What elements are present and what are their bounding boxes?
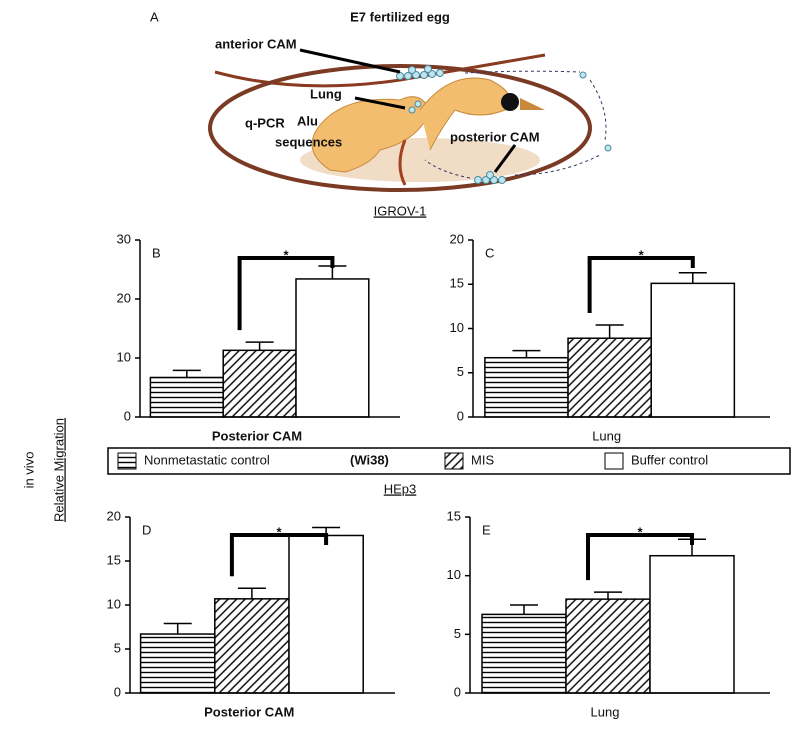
significance-star: *: [283, 247, 289, 262]
bar: [295, 278, 370, 418]
y-tick-label: 0: [457, 408, 464, 423]
significance-bracket: [587, 256, 695, 313]
y-tick-label: 20: [117, 290, 131, 305]
diagram-label: Alu: [297, 113, 318, 128]
y-tick-label: 30: [117, 231, 131, 246]
panel-label: B: [152, 245, 161, 260]
panel-label: A: [150, 9, 159, 24]
significance-star: *: [276, 524, 282, 539]
significance-bracket: [229, 533, 329, 577]
diagram-label: sequences: [275, 134, 342, 149]
diagram-label: anterior CAM: [215, 36, 297, 51]
bar: [650, 282, 736, 418]
panel-label: E: [482, 522, 491, 537]
bar: [149, 376, 224, 418]
diagram-title: E7 fertilized egg: [350, 9, 450, 24]
bar: [649, 554, 735, 694]
y-tick-label: 10: [450, 320, 464, 335]
diagram-label: posterior CAM: [450, 129, 540, 144]
y-tick-label: 0: [114, 684, 121, 699]
y-tick-label: 15: [107, 552, 121, 567]
legend-box: [107, 447, 791, 475]
bar: [214, 598, 290, 694]
group-label: IGROV-1: [374, 203, 427, 218]
y-tick-label: 5: [114, 640, 121, 655]
group-label: HEp3: [384, 481, 417, 496]
legend-label: Buffer control: [631, 452, 708, 467]
panel-label: C: [485, 245, 494, 260]
significance-star: *: [637, 524, 643, 539]
egg-diagram: [208, 48, 612, 192]
y-axis-label: Relative Migration: [51, 418, 66, 522]
bar: [288, 534, 364, 694]
diagram-label: q-PCR: [245, 115, 285, 130]
panel-label: D: [142, 522, 151, 537]
y-tick-label: 5: [457, 364, 464, 379]
legend-swatch: [604, 452, 624, 470]
y-tick-label: 20: [450, 231, 464, 246]
bar: [481, 613, 567, 694]
bar: [567, 337, 652, 418]
x-axis-label: Posterior CAM: [212, 428, 302, 443]
diagram-label: Lung: [310, 86, 342, 101]
y-tick-label: 10: [117, 349, 131, 364]
legend-label: MIS: [471, 452, 494, 467]
x-axis-label: Lung: [592, 428, 621, 443]
y-axis-label: in vivo: [21, 452, 36, 489]
bar: [565, 598, 651, 694]
x-axis-label: Posterior CAM: [204, 704, 294, 719]
y-tick-label: 15: [447, 508, 461, 523]
y-tick-label: 20: [107, 508, 121, 523]
legend-label: Nonmetastatic control: [144, 452, 270, 467]
y-tick-label: 5: [454, 626, 461, 641]
bar: [484, 356, 569, 418]
legend-swatch: [117, 452, 137, 470]
bar: [222, 349, 297, 418]
legend-note: (Wi38): [350, 452, 389, 467]
x-axis-label: Lung: [591, 704, 620, 719]
y-tick-label: 15: [450, 276, 464, 291]
bar: [139, 633, 216, 694]
legend-swatch: [444, 452, 464, 470]
significance-bracket: [586, 533, 694, 581]
y-tick-label: 0: [124, 408, 131, 423]
significance-bracket: [237, 256, 335, 331]
y-tick-label: 10: [107, 596, 121, 611]
significance-star: *: [639, 247, 645, 262]
y-tick-label: 10: [447, 567, 461, 582]
y-tick-label: 0: [454, 684, 461, 699]
